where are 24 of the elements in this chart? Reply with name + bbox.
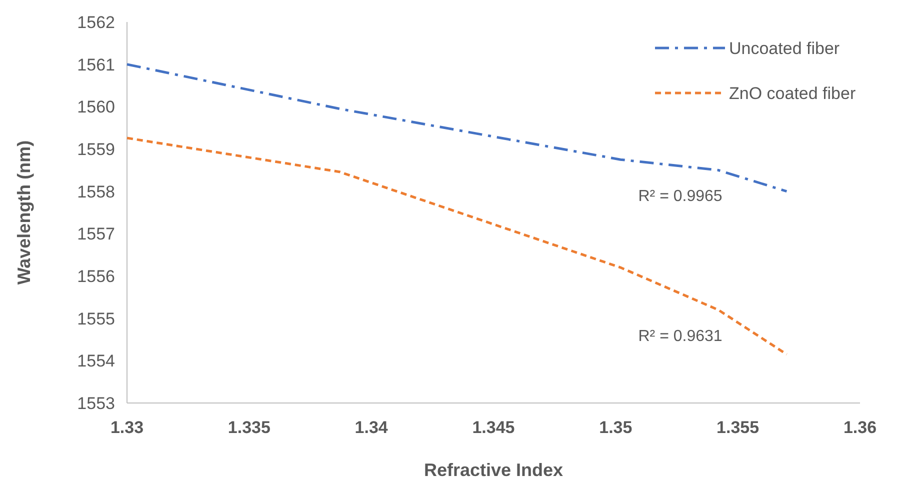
x-tick-label: 1.36 <box>843 418 877 437</box>
legend-label: Uncoated fiber <box>729 39 840 58</box>
y-tick-label: 1558 <box>77 182 115 202</box>
y-axis-title: Wavelength (nm) <box>14 140 34 285</box>
x-axis-title: Refractive Index <box>424 460 564 480</box>
y-tick-label: 1557 <box>77 224 115 244</box>
y-tick-label: 1556 <box>77 267 115 286</box>
y-tick-label: 1561 <box>77 55 115 74</box>
annotation: R² = 0.9965 <box>638 188 722 206</box>
legend-label: ZnO coated fiber <box>729 84 856 103</box>
y-tick-label: 1554 <box>77 352 115 371</box>
y-tick-label: 1559 <box>77 140 115 159</box>
y-tick-label: 1560 <box>77 98 115 117</box>
x-tick-label: 1.34 <box>354 418 388 437</box>
annotation: R² = 0.9631 <box>638 328 722 345</box>
line-series <box>126 136 788 356</box>
x-tick-label: 1.35 <box>599 418 632 437</box>
x-tick-label: 1.355 <box>716 418 760 437</box>
y-tick-label: 1562 <box>77 13 115 32</box>
y-tick-label: 1555 <box>77 309 115 328</box>
x-tick-label: 1.33 <box>110 418 144 437</box>
y-tick-label: 1553 <box>77 394 115 413</box>
x-tick-label: 1.335 <box>228 418 270 437</box>
x-tick-label: 1.345 <box>472 418 515 437</box>
